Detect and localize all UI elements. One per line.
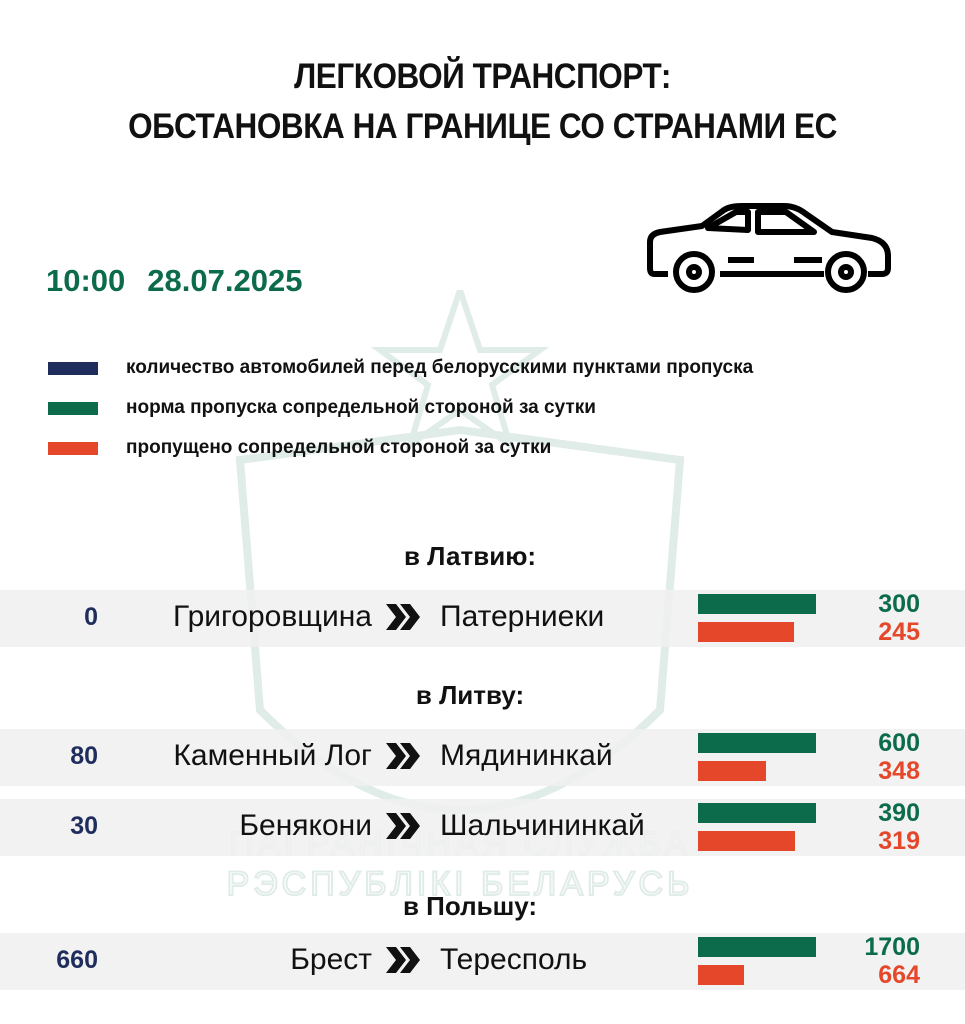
queue-count: 80 [70, 742, 98, 770]
from-checkpoint: Бенякони [239, 809, 372, 842]
double-chevron-right-icon [386, 813, 420, 839]
legend-item-passed: пропущено сопредельной стороной за сутки [48, 428, 753, 468]
norm-bar [698, 594, 816, 614]
checkpoint-row: 660 Брест Тересполь 1700 664 [0, 933, 965, 990]
country-header: в Польшу: [402, 891, 538, 921]
passed-bar [698, 965, 744, 985]
passed-bar [698, 622, 794, 642]
timestamp: 10:00 28.07.2025 [46, 263, 324, 299]
car-icon [647, 203, 891, 293]
date: 28.07.2025 [147, 263, 303, 298]
legend: количество автомобилей перед белорусским… [48, 348, 753, 468]
passed-bar [698, 831, 795, 851]
from-checkpoint: Григоровщина [173, 600, 372, 633]
queue-count: 0 [84, 603, 98, 631]
legend-swatch [48, 361, 98, 375]
norm-bar [698, 937, 816, 957]
to-checkpoint: Мядининкай [440, 739, 613, 772]
legend-item-norm: норма пропуска сопредельной стороной за … [48, 388, 753, 428]
to-checkpoint: Шальчининкай [440, 809, 645, 842]
from-checkpoint: Каменный Лог [173, 739, 372, 772]
double-chevron-right-icon [386, 604, 420, 630]
norm-bar [698, 733, 816, 753]
passed-value: 245 [878, 618, 920, 646]
country-header: в Латвию: [403, 541, 537, 571]
time: 10:00 [46, 263, 126, 298]
legend-swatch [48, 441, 98, 455]
legend-swatch [48, 401, 98, 415]
norm-value: 600 [878, 729, 920, 757]
norm-value: 390 [878, 799, 920, 827]
country-header: в Литву: [415, 680, 525, 710]
checkpoint-row: 30 Бенякони Шальчининкай 390 319 [0, 799, 965, 856]
queue-count: 660 [56, 946, 98, 974]
svg-text:РЭСПУБЛІКІ БЕЛАРУСЬ: РЭСПУБЛІКІ БЕЛАРУСЬ [227, 865, 694, 903]
title-line-2: ОБСТАНОВКА НА ГРАНИЦЕ СО СТРАНАМИ ЕС [128, 107, 837, 146]
legend-item-queue: количество автомобилей перед белорусским… [48, 348, 753, 388]
passed-value: 348 [878, 757, 920, 785]
norm-bar [698, 803, 816, 823]
passed-value: 664 [878, 961, 920, 989]
passed-bar [698, 761, 766, 781]
to-checkpoint: Тересполь [440, 943, 588, 976]
double-chevron-right-icon [386, 743, 420, 769]
double-chevron-right-icon [386, 947, 420, 973]
queue-count: 30 [70, 812, 98, 840]
to-checkpoint: Патерниеки [440, 600, 605, 633]
norm-value: 300 [878, 590, 920, 618]
checkpoint-row: 0 Григоровщина Патерниеки 300 245 [0, 590, 965, 647]
from-checkpoint: Брест [290, 943, 372, 976]
checkpoint-row: 80 Каменный Лог Мядининкай 600 348 [0, 729, 965, 786]
legend-label: количество автомобилей перед белорусским… [126, 357, 754, 378]
passed-value: 319 [878, 827, 920, 855]
legend-label: норма пропуска сопредельной стороной за … [126, 397, 596, 418]
title-line-1: ЛЕГКОВОЙ ТРАНСПОРТ: [294, 57, 671, 96]
page-title: ЛЕГКОВОЙ ТРАНСПОРТ: ОБСТАНОВКА НА ГРАНИЦ… [48, 52, 917, 152]
norm-value: 1700 [864, 933, 920, 961]
legend-label: пропущено сопредельной стороной за сутки [126, 437, 552, 458]
